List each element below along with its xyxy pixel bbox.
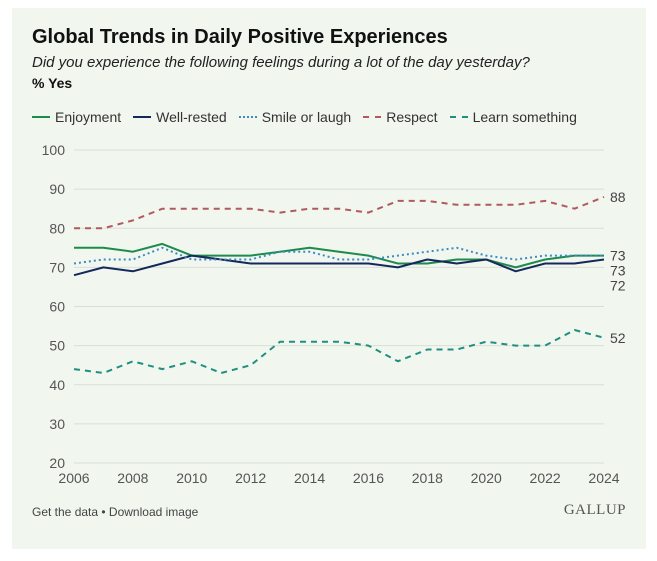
legend-item-respect: Respect bbox=[363, 109, 438, 125]
legend-label: Smile or laugh bbox=[261, 109, 352, 125]
legend-item-enjoyment: Enjoyment bbox=[32, 109, 121, 125]
end-value-label: 88 bbox=[610, 189, 626, 205]
line-chart: 20 30 40 50 60 70 80 90 100 2006 2008 2010 2012 2014 2… bbox=[42, 142, 626, 486]
chart-title: Global Trends in Daily Positive Experien… bbox=[32, 26, 448, 48]
gallup-logo: GALLUP bbox=[563, 502, 626, 518]
x-tick-label: 2014 bbox=[294, 470, 325, 486]
legend-label: Respect bbox=[386, 109, 438, 125]
end-value-label: 73 bbox=[610, 263, 626, 279]
download-image-link[interactable]: Download image bbox=[108, 505, 199, 519]
legend-swatch bbox=[32, 116, 50, 118]
series-line-respect bbox=[74, 195, 605, 230]
y-tick-label: 50 bbox=[49, 338, 65, 354]
y-tick-label: 100 bbox=[42, 142, 66, 158]
legend-item-learn-something: Learn something bbox=[449, 109, 577, 125]
chart-card: Global Trends in Daily Positive Experien… bbox=[12, 8, 646, 549]
end-value-label: 72 bbox=[610, 278, 626, 294]
legend-label: Enjoyment bbox=[55, 109, 122, 125]
x-tick-label: 2008 bbox=[117, 470, 148, 486]
y-tick-label: 30 bbox=[49, 416, 65, 432]
x-tick-label: 2022 bbox=[530, 470, 561, 486]
footer-separator: • bbox=[98, 505, 109, 519]
legend-item-smile-or-laugh: Smile or laugh bbox=[238, 109, 352, 125]
y-tick-label: 20 bbox=[49, 455, 65, 471]
legend-swatch bbox=[238, 116, 257, 118]
unit-label: % Yes bbox=[32, 75, 73, 91]
legend-label: Learn something bbox=[472, 109, 577, 125]
x-tick-label: 2012 bbox=[235, 470, 266, 486]
chart-legend: Enjoyment Well-rested Smile or laugh Respec… bbox=[32, 109, 589, 125]
series-line-smile-or-laugh bbox=[73, 246, 604, 265]
series-line-learn-something bbox=[73, 329, 605, 374]
y-tick-label: 40 bbox=[49, 377, 65, 393]
get-data-link[interactable]: Get the data bbox=[32, 505, 99, 519]
y-tick-label: 70 bbox=[49, 259, 65, 275]
end-value-label: 52 bbox=[610, 330, 626, 346]
x-tick-label: 2006 bbox=[58, 470, 89, 486]
end-value-label: 73 bbox=[610, 248, 626, 264]
x-tick-label: 2016 bbox=[353, 470, 384, 486]
y-tick-label: 90 bbox=[49, 181, 65, 197]
series-line-enjoyment bbox=[74, 242, 604, 269]
x-tick-label: 2024 bbox=[588, 470, 619, 486]
y-tick-label: 80 bbox=[49, 220, 65, 236]
x-tick-label: 2020 bbox=[471, 470, 502, 486]
legend-swatch bbox=[363, 116, 382, 118]
x-tick-label: 2018 bbox=[412, 470, 443, 486]
x-tick-label: 2010 bbox=[176, 470, 207, 486]
legend-item-well-rested: Well-rested bbox=[133, 109, 227, 125]
legend-swatch bbox=[133, 116, 152, 118]
y-tick-label: 60 bbox=[49, 299, 65, 315]
legend-label: Well-rested bbox=[156, 109, 227, 125]
legend-swatch bbox=[449, 116, 468, 118]
series-line-well-rested bbox=[73, 254, 605, 277]
footer-links: Get the data • Download image bbox=[32, 505, 198, 519]
chart-subtitle: Did you experience the following feeling… bbox=[32, 54, 530, 71]
